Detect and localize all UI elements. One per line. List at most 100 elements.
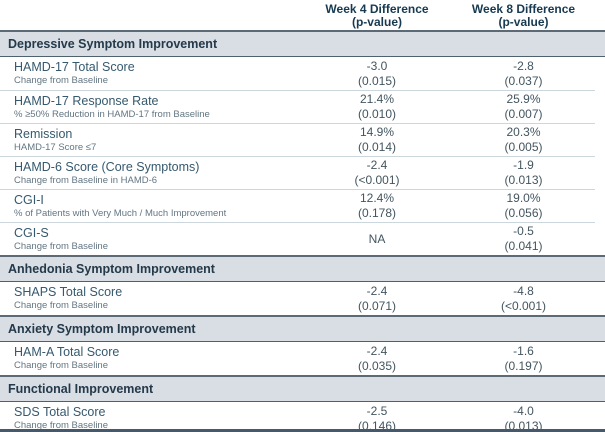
row-sublabel: Change from Baseline xyxy=(14,300,108,311)
row-sublabel: Change from Baseline xyxy=(14,420,108,431)
week8-cell: -1.6 (0.197) xyxy=(452,342,595,375)
week8-value: 20.3% xyxy=(506,125,541,139)
section-header-functional: Functional Improvement xyxy=(0,375,605,402)
row-label: CGI-I xyxy=(14,192,44,207)
week8-value: -4.8 xyxy=(513,283,534,298)
week4-cell: 12.4% (0.178) xyxy=(302,190,452,222)
week4-value: -3.0 xyxy=(366,58,388,73)
week4-pvalue: (0.010) xyxy=(357,107,397,121)
row-label: HAM-A Total Score xyxy=(14,345,120,359)
week8-cell: -4.0 (0.013) xyxy=(452,402,595,432)
week4-cell: 21.4% (0.010) xyxy=(302,91,452,123)
week4-value: -2.4 xyxy=(366,343,388,358)
week4-cell: -3.0 (0.015) xyxy=(302,57,452,90)
section-header-anhedonia: Anhedonia Symptom Improvement xyxy=(0,255,605,282)
week4-value: NA xyxy=(368,231,386,246)
week4-pvalue: (0.035) xyxy=(357,358,397,373)
week8-value: -0.5 xyxy=(513,224,534,238)
row-label-cell: SHAPS Total Score Change from Baseline xyxy=(0,282,302,315)
column-header-week8-subtitle: (p-value) xyxy=(498,15,549,29)
row-label-cell: HAM-A Total Score Change from Baseline xyxy=(0,342,302,375)
row-sublabel: HAMD-17 Score ≤7 xyxy=(14,141,97,153)
row-label: SHAPS Total Score xyxy=(14,285,123,299)
table-row: CGI-S Change from Baseline NA -0.5 (0.04… xyxy=(0,222,595,255)
week8-cell: 25.9% (0.007) xyxy=(452,91,595,123)
row-label: HAMD-6 Score (Core Symptoms) xyxy=(14,159,200,174)
column-header-week8: Week 8 Difference (p-value) xyxy=(452,1,595,29)
table-row: HAM-A Total Score Change from Baseline -… xyxy=(0,342,595,375)
row-sublabel: % ≥50% Reduction in HAMD-17 from Baselin… xyxy=(14,108,210,120)
week4-pvalue: (0.014) xyxy=(357,140,397,154)
week8-cell: -1.9 (0.013) xyxy=(452,157,595,189)
week4-cell: 14.9% (0.014) xyxy=(302,124,452,156)
row-label-cell: HAMD-17 Total Score Change from Baseline xyxy=(0,57,302,90)
week4-value: 12.4% xyxy=(359,191,395,205)
week4-pvalue: (0.146) xyxy=(357,418,397,432)
week8-value: -1.9 xyxy=(513,158,534,172)
week8-value: 25.9% xyxy=(506,92,541,106)
table-row: SDS Total Score Change from Baseline -2.… xyxy=(0,402,595,432)
section-header-anxiety: Anxiety Symptom Improvement xyxy=(0,315,605,342)
week4-value: 14.9% xyxy=(359,125,395,139)
row-label: HAMD-17 Response Rate xyxy=(14,93,159,108)
week8-cell: 19.0% (0.056) xyxy=(452,190,595,222)
table-row: SHAPS Total Score Change from Baseline -… xyxy=(0,282,595,315)
week8-pvalue: (0.013) xyxy=(504,173,543,187)
week4-value: -2.5 xyxy=(366,403,388,418)
row-sublabel: % of Patients with Very Much / Much Impr… xyxy=(14,207,227,219)
week8-value: -1.6 xyxy=(513,343,534,358)
week4-pvalue: (0.071) xyxy=(357,298,397,313)
column-header-week8-title: Week 8 Difference xyxy=(471,2,576,16)
week4-pvalue: (<0.001) xyxy=(354,173,400,187)
week8-value: -4.0 xyxy=(513,403,534,418)
row-sublabel: Change from Baseline xyxy=(14,360,108,371)
row-label: HAMD-17 Total Score xyxy=(14,60,135,74)
week4-pvalue: (0.178) xyxy=(357,206,397,220)
week8-pvalue: (0.037) xyxy=(504,73,543,88)
week4-value: 21.4% xyxy=(359,92,395,106)
table-row: CGI-I % of Patients with Very Much / Muc… xyxy=(0,189,595,222)
row-label-cell: CGI-I % of Patients with Very Much / Muc… xyxy=(0,190,302,222)
week8-pvalue: (<0.001) xyxy=(500,298,547,313)
week8-value: 19.0% xyxy=(506,191,541,205)
week8-pvalue: (0.056) xyxy=(504,206,543,220)
table-row: HAMD-6 Score (Core Symptoms) Change from… xyxy=(0,156,595,189)
row-sublabel: Change from Baseline in HAMD-6 xyxy=(14,174,158,186)
table-row: HAMD-17 Total Score Change from Baseline… xyxy=(0,57,595,90)
row-label-cell: CGI-S Change from Baseline xyxy=(0,223,302,255)
column-header-row: Week 4 Difference (p-value) Week 8 Diffe… xyxy=(0,0,595,30)
week8-cell: -4.8 (<0.001) xyxy=(452,282,595,315)
week8-pvalue: (0.041) xyxy=(504,239,543,253)
row-label-cell: Remission HAMD-17 Score ≤7 xyxy=(0,124,302,156)
week8-pvalue: (0.005) xyxy=(504,140,543,154)
week4-cell: NA xyxy=(302,223,452,255)
row-label: CGI-S xyxy=(14,225,49,240)
week8-value: -2.8 xyxy=(513,58,534,73)
row-sublabel: Change from Baseline xyxy=(14,240,108,252)
section-header-depressive: Depressive Symptom Improvement xyxy=(0,30,605,57)
week8-cell: -2.8 (0.037) xyxy=(452,57,595,90)
row-sublabel: Change from Baseline xyxy=(14,75,108,86)
week8-pvalue: (0.197) xyxy=(504,358,543,373)
table-row: HAMD-17 Response Rate % ≥50% Reduction i… xyxy=(0,90,595,123)
row-label: Remission xyxy=(14,126,73,141)
column-header-week4-subtitle: (p-value) xyxy=(351,15,402,29)
week4-cell: -2.4 (0.071) xyxy=(302,282,452,315)
table-row: Remission HAMD-17 Score ≤7 14.9% (0.014)… xyxy=(0,123,595,156)
week4-cell: -2.4 (0.035) xyxy=(302,342,452,375)
row-label-cell: HAMD-6 Score (Core Symptoms) Change from… xyxy=(0,157,302,189)
column-header-week4: Week 4 Difference (p-value) xyxy=(302,1,452,29)
week4-cell: -2.5 (0.146) xyxy=(302,402,452,432)
week8-pvalue: (0.013) xyxy=(504,418,543,432)
week8-cell: 20.3% (0.005) xyxy=(452,124,595,156)
row-label-cell: SDS Total Score Change from Baseline xyxy=(0,402,302,431)
week4-cell: -2.4 (<0.001) xyxy=(302,157,452,189)
week8-cell: -0.5 (0.041) xyxy=(452,223,595,255)
week4-value: -2.4 xyxy=(366,158,388,172)
row-label-cell: HAMD-17 Response Rate % ≥50% Reduction i… xyxy=(0,91,302,123)
week4-pvalue: (0.015) xyxy=(357,73,397,88)
column-header-week4-title: Week 4 Difference xyxy=(325,2,429,16)
row-label: SDS Total Score xyxy=(14,405,106,419)
week8-pvalue: (0.007) xyxy=(504,107,543,121)
